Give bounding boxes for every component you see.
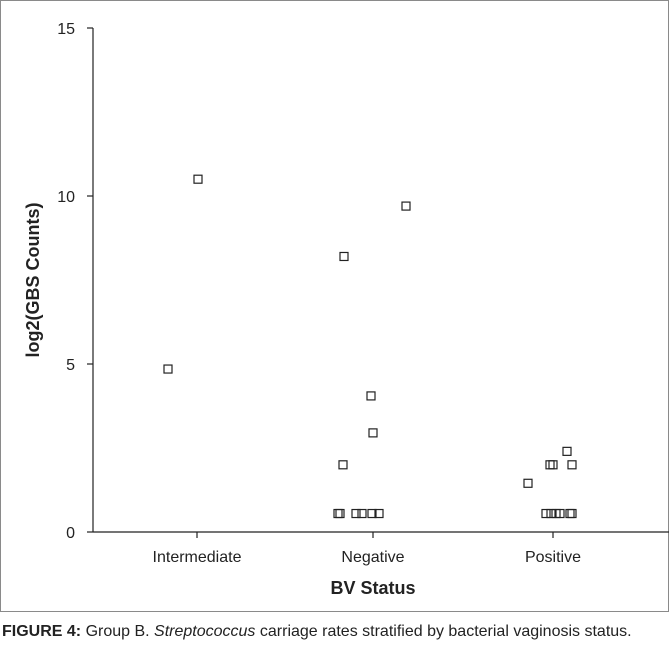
y-tick-label: 15: [57, 21, 75, 38]
figure-caption: FIGURE 4: Group B. Streptococcus carriag…: [2, 622, 669, 642]
scatter-plot: 0 5 10 15 Intermediate Negative Positive BV Sta…: [23, 21, 669, 598]
data-point: [338, 460, 348, 470]
y-tick-label: 5: [66, 357, 75, 374]
data-point: [374, 508, 384, 519]
y-axis-title: log2(GBS Counts): [23, 203, 43, 358]
data-point: [351, 508, 361, 519]
data-point: [163, 364, 173, 374]
data-point: [555, 508, 565, 519]
data-point: [565, 508, 575, 519]
data-point: [401, 201, 411, 211]
caption-text-before: Group B.: [81, 623, 155, 640]
data-point: [567, 460, 577, 470]
data-point: [548, 460, 558, 470]
caption-italic-text: Streptococcus: [154, 623, 256, 640]
data-point: [333, 508, 343, 519]
x-tick-label: Intermediate: [153, 549, 242, 566]
x-tick-label: Negative: [341, 549, 404, 566]
data-point: [545, 460, 555, 470]
caption-label: FIGURE 4:: [2, 623, 82, 640]
data-point: [368, 428, 378, 438]
data-point: [562, 446, 572, 456]
data-point: [357, 508, 367, 519]
figure-frame: 0 5 10 15 Intermediate Negative Positive BV Sta…: [0, 0, 669, 612]
y-tick-label: 0: [66, 525, 75, 542]
data-point: [546, 508, 556, 519]
y-tick-label: 10: [57, 189, 75, 206]
x-axis-title: BV Status: [330, 578, 415, 598]
data-point: [339, 251, 349, 262]
data-point: [523, 478, 533, 488]
x-tick-label: Positive: [525, 549, 581, 566]
data-point: [567, 508, 577, 519]
data-point: [366, 391, 376, 401]
data-point: [193, 174, 203, 184]
data-point: [335, 508, 345, 519]
data-point: [541, 508, 551, 519]
caption-text-after: carriage rates stratified by bacterial v…: [255, 623, 632, 640]
data-point: [367, 508, 377, 519]
